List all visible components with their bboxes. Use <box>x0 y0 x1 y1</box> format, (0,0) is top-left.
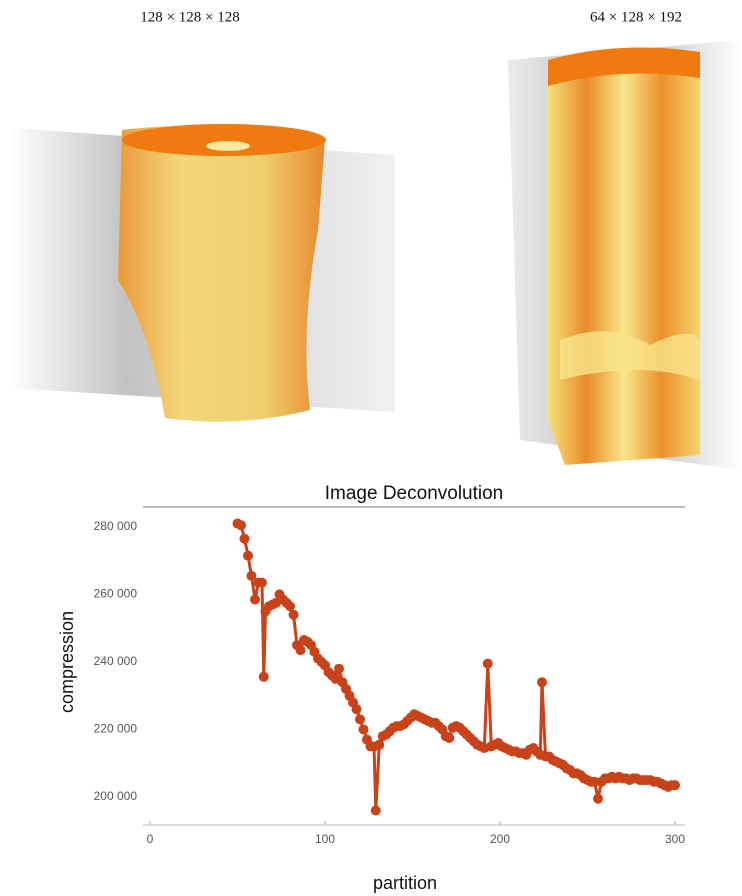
data-point <box>482 658 493 669</box>
volume-left <box>10 124 395 422</box>
y-tick-label: 220 000 <box>94 722 138 736</box>
y-tick-label: 280 000 <box>94 519 138 533</box>
y-tick-label: 200 000 <box>94 789 138 803</box>
data-point <box>593 793 604 804</box>
data-point <box>295 645 306 656</box>
y-tick-label: 240 000 <box>94 654 138 668</box>
chart-title: Image Deconvolution <box>325 483 504 504</box>
data-point <box>257 577 268 588</box>
data-point <box>239 533 250 544</box>
data-line <box>236 522 675 812</box>
data-point <box>243 550 254 561</box>
volume-right <box>508 40 742 470</box>
data-point <box>374 739 385 750</box>
data-point <box>444 732 455 743</box>
x-tick-label: 200 <box>490 832 510 846</box>
caption-right: 64 × 128 × 192 <box>590 9 682 25</box>
data-point <box>589 776 600 787</box>
plot: 200 000 220 000 240 000 260 000 280 000 0 100 2… <box>94 518 685 846</box>
data-point <box>370 805 381 816</box>
x-tick-label: 100 <box>315 832 335 846</box>
x-tick-label: 0 <box>147 832 154 846</box>
y-tick-label: 260 000 <box>94 587 138 601</box>
data-point <box>258 671 269 682</box>
data-point <box>285 601 296 612</box>
data-point <box>288 609 299 620</box>
data-point <box>670 780 681 791</box>
data-point <box>250 594 261 605</box>
x-axis-label: partition <box>373 873 437 893</box>
data-point <box>246 570 257 581</box>
data-point <box>334 663 345 674</box>
caption-left: 128 × 128 × 128 <box>140 9 239 25</box>
data-point <box>358 724 369 735</box>
data-point <box>355 714 366 725</box>
y-axis-label: compression <box>57 611 77 713</box>
data-point <box>537 677 548 688</box>
data-point <box>351 704 362 715</box>
x-tick-label: 300 <box>665 832 685 846</box>
data-point <box>236 520 247 531</box>
